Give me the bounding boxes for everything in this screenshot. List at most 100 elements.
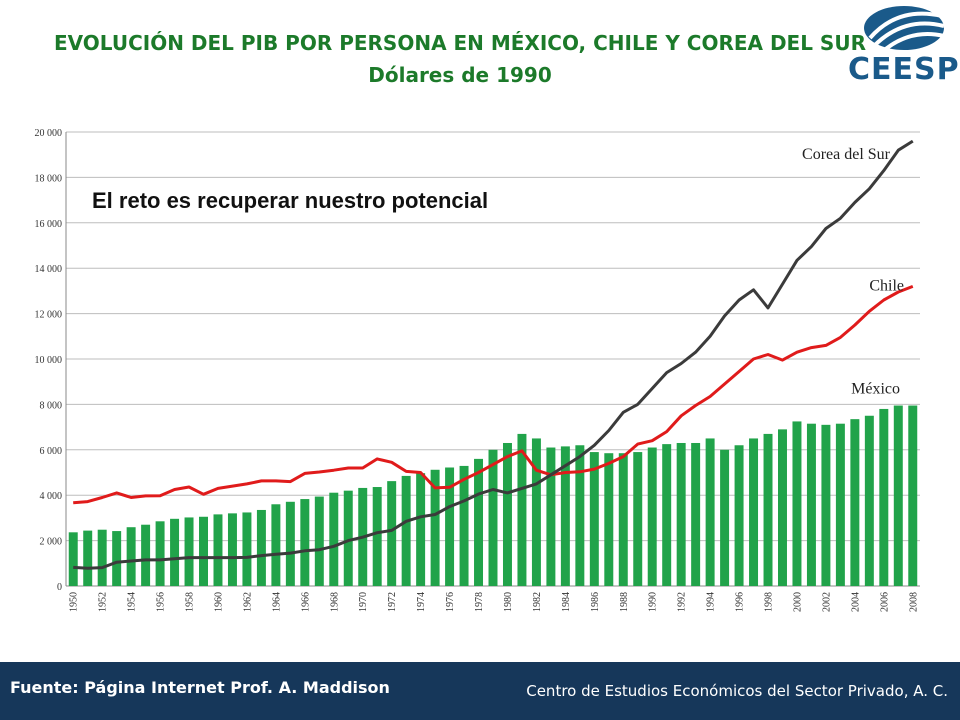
bar-mexico <box>401 475 411 586</box>
x-tick-label: 1954 <box>127 592 138 612</box>
bar-mexico <box>589 452 599 586</box>
bar-mexico <box>155 521 165 586</box>
title-block: EVOLUCIÓN DEL PIB POR PERSONA EN MÉXICO,… <box>40 30 880 88</box>
bar-mexico <box>893 405 903 586</box>
bar-mexico <box>199 516 208 586</box>
bar-mexico <box>531 438 541 586</box>
y-tick-label: 14 000 <box>35 264 63 275</box>
bar-mexico <box>662 444 672 586</box>
page-title: EVOLUCIÓN DEL PIB POR PERSONA EN MÉXICO,… <box>54 31 866 55</box>
x-tick-label: 1962 <box>242 592 253 612</box>
bar-mexico <box>749 438 759 586</box>
x-tick-label: 1970 <box>358 592 369 612</box>
bar-mexico <box>285 501 295 586</box>
bar-mexico <box>763 433 773 586</box>
line-chile <box>73 285 914 505</box>
bar-mexico <box>445 467 455 586</box>
x-tick-label: 1982 <box>532 592 543 612</box>
footer-bar: Fuente: Página Internet Prof. A. Maddiso… <box>0 662 960 720</box>
gdp-chart: 0 2 000 4 000 6 000 8 000 10 000 12 000 14 000 1… <box>35 128 920 612</box>
bar-mexico <box>734 445 744 586</box>
bar-mexico <box>879 408 889 586</box>
bar-mexico <box>343 490 353 586</box>
series-label: México <box>851 381 900 398</box>
logo-emblem-icon <box>864 6 945 54</box>
y-tick-label: 16 000 <box>35 219 63 230</box>
x-tick-label: 1996 <box>735 592 746 612</box>
bar-mexico <box>329 492 339 586</box>
x-tick-label: 1968 <box>329 592 340 612</box>
bar-mexico <box>705 438 715 586</box>
bar-mexico <box>806 423 816 586</box>
bar-mexico <box>387 481 397 586</box>
bar-mexico <box>459 465 469 586</box>
y-tick-label: 0 <box>57 582 62 593</box>
logo-text: CEESP <box>848 52 960 87</box>
bar-mexico <box>618 453 628 586</box>
bar-mexico <box>864 415 874 586</box>
x-tick-label: 2002 <box>821 592 832 612</box>
y-tick-label: 12 000 <box>35 310 63 321</box>
x-tick-label: 1964 <box>271 592 282 612</box>
line-corea-del-sur <box>73 139 914 570</box>
x-tick-label: 1980 <box>503 592 514 612</box>
x-tick-label: 2004 <box>850 592 861 612</box>
bar-mexico <box>256 509 266 586</box>
bar-mexico <box>517 433 527 586</box>
bar-mexico <box>474 458 484 586</box>
ceesp-logo: CEESP <box>848 2 960 92</box>
series-label: Corea del Sur <box>802 146 891 163</box>
x-tick-label: 1984 <box>561 592 572 612</box>
y-tick-label: 18 000 <box>35 173 63 184</box>
bar-mexico <box>691 442 701 586</box>
footer-source: Fuente: Página Internet Prof. A. Maddiso… <box>10 678 390 697</box>
x-tick-label: 1994 <box>706 592 717 612</box>
series-label: Chile <box>869 277 904 294</box>
x-tick-label: 1966 <box>300 592 311 612</box>
y-tick-label: 20 000 <box>35 128 63 139</box>
bar-mexico <box>416 473 426 586</box>
bar-mexico <box>170 518 180 586</box>
bar-mexico <box>488 449 498 586</box>
page-subtitle: Dólares de 1990 <box>368 63 552 87</box>
bar-mexico <box>314 496 324 586</box>
bar-mexico <box>647 447 657 586</box>
bar-mexico <box>633 452 643 586</box>
bar-mexico <box>242 512 252 586</box>
x-tick-label: 1992 <box>677 592 688 612</box>
bar-mexico <box>560 446 570 586</box>
bar-mexico <box>227 513 237 586</box>
bar-mexico <box>676 442 686 586</box>
y-tick-label: 10 000 <box>35 355 63 366</box>
x-tick-label: 1974 <box>416 592 427 612</box>
x-tick-label: 1976 <box>445 592 456 612</box>
bar-mexico <box>850 419 860 586</box>
y-tick-label: 8 000 <box>40 400 63 411</box>
x-tick-label: 1958 <box>185 592 196 612</box>
bar-mexico <box>604 453 614 586</box>
chart-annotation: El reto es recuperar nuestro potencial <box>92 188 488 213</box>
footer-organization: Centro de Estudios Económicos del Sector… <box>526 682 948 700</box>
bar-mexico <box>720 449 730 586</box>
bar-mexico <box>778 429 787 586</box>
x-tick-label: 1960 <box>213 592 224 612</box>
y-tick-label: 6 000 <box>40 446 63 457</box>
bar-mexico <box>575 445 585 586</box>
bar-mexico <box>502 442 512 586</box>
bar-mexico <box>213 514 223 586</box>
y-tick-label: 4 000 <box>40 491 63 502</box>
x-tick-label: 1972 <box>387 592 398 612</box>
x-tick-label: 1952 <box>98 592 109 612</box>
bar-mexico <box>546 447 556 586</box>
bar-mexico <box>97 529 107 586</box>
x-tick-label: 2000 <box>792 592 803 612</box>
x-tick-label: 1950 <box>69 592 80 612</box>
bar-mexico <box>112 531 122 586</box>
bar-mexico <box>300 499 310 586</box>
x-tick-label: 1998 <box>764 592 775 612</box>
bar-mexico <box>835 423 845 586</box>
y-tick-label: 2 000 <box>40 537 63 548</box>
x-tick-label: 2006 <box>879 592 890 612</box>
bar-mexico <box>68 532 78 586</box>
bar-mexico <box>821 424 831 586</box>
